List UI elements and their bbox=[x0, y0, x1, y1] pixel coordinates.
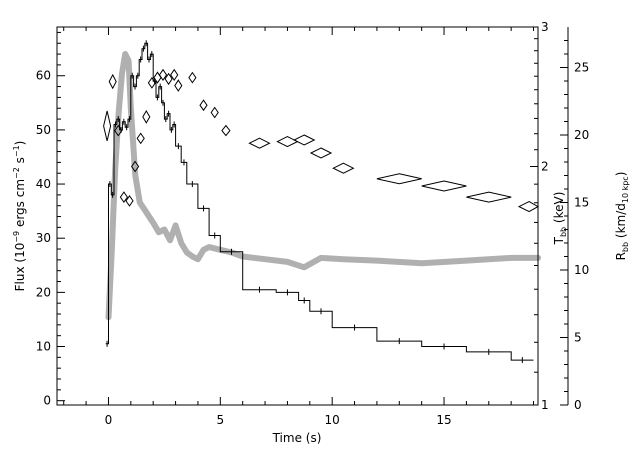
flux-tick-label: 0 bbox=[43, 394, 51, 408]
flux-label-pre: Flux (10 bbox=[13, 243, 27, 292]
flux-step-line bbox=[105, 42, 534, 361]
temperature-point bbox=[276, 136, 299, 148]
x-tick-label: 10 bbox=[325, 413, 340, 427]
radius-label-main: R bbox=[614, 252, 628, 260]
temperature-series bbox=[103, 68, 540, 213]
x-tick-label: 0 bbox=[105, 413, 113, 427]
x-axis-ticks: 0 5 10 15 bbox=[63, 27, 535, 427]
flux-label-post: ) bbox=[13, 141, 27, 146]
flux-tick-label: 20 bbox=[36, 285, 51, 299]
temperature-point bbox=[119, 191, 129, 203]
temperature-point bbox=[248, 137, 271, 149]
temperature-axis-label: Tbb (keV) bbox=[552, 192, 568, 246]
temperature-tick-label: 3 bbox=[541, 20, 549, 34]
radius-tick-label: 5 bbox=[574, 331, 582, 345]
radius-axis-ticks: 0 5 10 15 20 25 bbox=[560, 40, 589, 412]
temperature-point bbox=[130, 160, 140, 173]
flux-label-sup2: −2 bbox=[12, 167, 21, 179]
radius-tick-label: 0 bbox=[574, 398, 582, 412]
temperature-point bbox=[517, 201, 540, 213]
temperature-point bbox=[108, 73, 117, 90]
flux-tick-label: 10 bbox=[36, 340, 51, 354]
flux-tick-label: 40 bbox=[36, 177, 51, 191]
radius-axis-label: Rbb (km/d10 kpc) bbox=[614, 172, 630, 261]
temperature-point bbox=[466, 191, 512, 203]
flux-axis-label: Flux (10−9 ergs cm−2 s−1) bbox=[12, 141, 27, 292]
temperature-point bbox=[210, 106, 219, 119]
temperature-point bbox=[114, 124, 123, 137]
temperature-tick-label: 1 bbox=[541, 398, 549, 412]
temperature-point bbox=[125, 195, 134, 207]
temperature-point bbox=[142, 110, 151, 124]
temp-label-main: T bbox=[552, 236, 566, 245]
radius-tick-label: 10 bbox=[574, 263, 589, 277]
radius-tick-label: 15 bbox=[574, 196, 589, 210]
flux-tick-label: 30 bbox=[36, 231, 51, 245]
temperature-point bbox=[292, 134, 316, 146]
flux-tick-label: 60 bbox=[36, 69, 51, 83]
radius-label-post: ) bbox=[614, 172, 628, 177]
radius-label-sub1: bb bbox=[621, 242, 630, 252]
temperature-point bbox=[147, 77, 157, 89]
x-axis-label: Time (s) bbox=[272, 431, 322, 445]
x-tick-label: 15 bbox=[436, 413, 451, 427]
flux-axis-ticks: 0 10 20 30 40 50 60 bbox=[36, 31, 65, 408]
temperature-point bbox=[309, 147, 333, 159]
plot-frame bbox=[56, 26, 539, 406]
flux-label-mid: ergs cm bbox=[13, 179, 27, 231]
flux-label-mid2: s bbox=[13, 157, 27, 167]
temperature-point bbox=[164, 72, 173, 86]
flux-label-sup3: −1 bbox=[12, 145, 21, 157]
temperature-axis-ticks: 1 2 3 bbox=[530, 20, 549, 412]
temperature-point bbox=[221, 124, 231, 137]
temperature-point bbox=[332, 162, 355, 174]
radius-label-sub2: 10 kpc bbox=[621, 176, 630, 203]
flux-tick-label: 50 bbox=[36, 123, 51, 137]
temperature-point bbox=[170, 68, 179, 81]
radius-tick-label: 25 bbox=[574, 61, 589, 75]
temperature-point bbox=[103, 110, 112, 142]
flux-label-sup1: −9 bbox=[12, 231, 21, 243]
radius-series bbox=[105, 51, 541, 321]
temperature-point bbox=[421, 180, 467, 192]
temp-label-sub: bb bbox=[559, 227, 568, 237]
radius-label-mid: (km/d bbox=[614, 203, 628, 242]
temperature-point bbox=[376, 173, 422, 185]
temperature-point bbox=[136, 132, 145, 145]
radius-tick-label: 20 bbox=[574, 128, 589, 142]
temperature-point bbox=[188, 71, 197, 84]
temperature-point bbox=[158, 68, 168, 81]
x-tick-label: 5 bbox=[216, 413, 224, 427]
temperature-point bbox=[199, 99, 208, 112]
radius-band bbox=[105, 51, 541, 321]
temperature-tick-label: 2 bbox=[541, 160, 549, 174]
flux-series bbox=[105, 40, 534, 364]
temp-label-post: (keV) bbox=[552, 192, 566, 227]
temperature-point bbox=[174, 79, 183, 92]
